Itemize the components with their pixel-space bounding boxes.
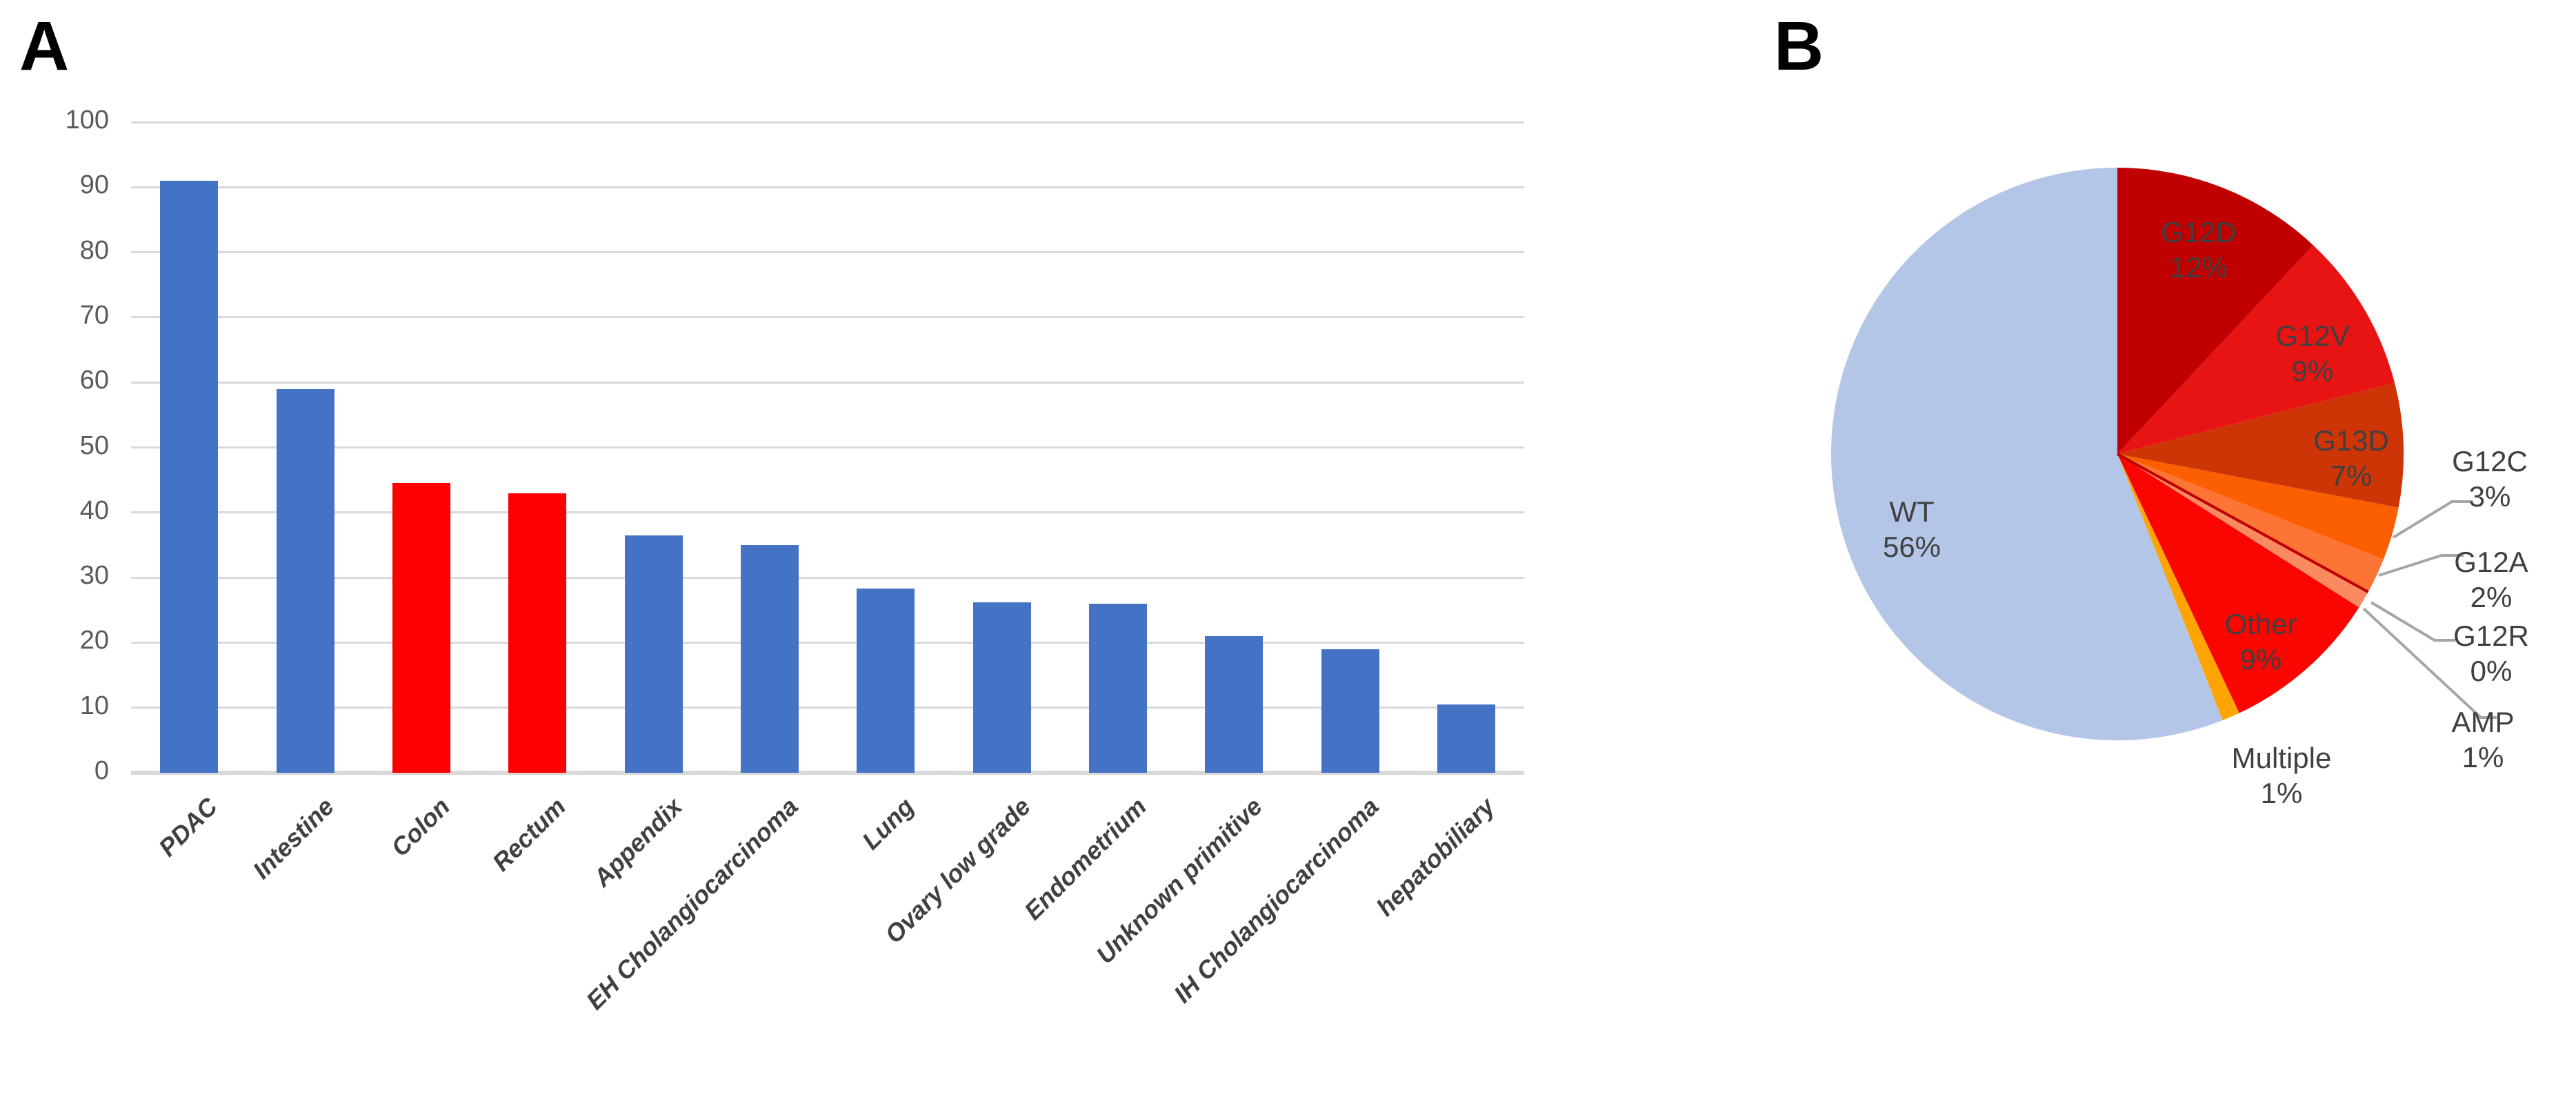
pie-slice-name: G12C [2452,445,2528,477]
gridline [131,576,1524,579]
pie-slice-AMP [2117,454,2368,608]
bar-chart: 0 10 20 30 40 50 60 70 80 90 100 PDAC Intestine Colon… [65,106,1524,1015]
y-axis-tick-label: 20 [79,626,109,655]
y-axis-tick-label: 100 [65,106,109,135]
gridline [131,121,1524,124]
gridline [131,381,1524,384]
pie-slice-label-Multiple: Multiple 1% [2232,740,2332,811]
leader-line-G12A [2378,554,2464,577]
pie-slice-name: G12D [2161,216,2237,248]
bar-hepatobiliary [1437,704,1495,773]
y-axis-tick-label: 0 [94,756,109,785]
pie-slice-label-G12C: G12C 3% [2452,444,2528,514]
pie-slice-percent: 1% [2260,777,2303,809]
bar-Ovary-low-grade [972,602,1031,773]
bar-IH-Cholangiocarcinoma [1321,649,1379,773]
pie-slice-Multiple [2117,454,2239,720]
pie-slice-name: G12V [2275,319,2350,352]
pie-slice-label-Other: Other 9% [2224,606,2297,677]
pie-chart [1831,168,2497,740]
bar-Intestine [276,388,335,773]
pie-slice-G12A [2117,454,2384,592]
bar-Colon [392,483,450,773]
pie-slice-percent: 2% [2470,581,2513,613]
gridline [131,707,1524,709]
y-axis-tick-label: 30 [79,561,109,591]
pie-slice-label-G12V: G12V 9% [2275,318,2349,388]
pie-slice-percent: 12% [2169,251,2228,284]
bar-Rectum [508,493,567,773]
pie-slice-percent: 7% [2330,460,2373,492]
leader-line-AMP [2362,607,2497,719]
pie-slice-label-WT: WT 56% [1883,494,1941,564]
pie-slice-name: G12R [2453,620,2529,652]
pie-slice-percent: 3% [2468,480,2511,513]
pie-slice-WT [1831,168,2223,740]
y-axis-tick-label: 90 [79,170,109,200]
pie-slice-G13D [2117,382,2404,508]
y-axis-tick-label: 10 [79,691,109,720]
bar-PDAC [160,180,219,773]
pie-slice-label-G12R: G12R 0% [2453,618,2529,689]
panel-b-label: B [1774,8,1824,85]
gridline [131,641,1524,644]
y-axis-tick-label: 70 [79,300,109,330]
pie-slice-percent: 9% [2239,643,2282,675]
pie-chart-labels: G12D 12% G12V 9% G13D 7% G12C 3% G12A 2% G12R 0% AMP… [1883,215,2529,811]
y-axis-tick-label: 60 [79,366,109,395]
pie-slice-percent: 1% [2462,741,2504,773]
pie-slice-label-G13D: G13D 7% [2313,423,2389,493]
gridline [131,186,1524,188]
pie-slice-percent: 9% [2291,355,2334,387]
y-axis-tick-label: 50 [79,431,109,460]
y-axis-tick-label: 80 [79,235,109,265]
pie-slice-label-AMP: AMP 1% [2451,704,2514,775]
bar-EH-Cholangiocarcinoma [740,544,799,773]
pie-slice-G12C [2117,454,2399,560]
pie-slice-name: G12A [2454,546,2528,578]
bar-Endometrium [1088,603,1147,773]
gridline [131,771,1524,775]
panel-a-label: A [19,8,70,85]
pie-slice-G12R [2117,453,2369,593]
leader-line-G12C [2392,500,2473,539]
bar-Unknown-primitive [1205,635,1264,773]
pie-slice-name: Other [2224,608,2297,640]
pie-slice-label-G12A: G12A 2% [2454,544,2528,615]
pie-slice-G12D [2117,168,2314,454]
pie-slice-name: AMP [2451,706,2515,738]
leader-line-G12R [2370,601,2455,642]
pie-slice-name: WT [1889,495,1935,528]
gridline [131,511,1524,514]
y-axis-tick-label: 40 [79,495,109,525]
pie-slice-name: Multiple [2231,742,2332,774]
gridline [131,251,1524,254]
pie-slice-percent: 56% [1882,531,1941,563]
pie-slice-label-G12D: G12D 12% [2161,215,2237,285]
gridline [131,446,1524,448]
gridline [131,316,1524,319]
bar-Lung [857,589,915,773]
bar-Appendix [624,535,683,773]
pie-slice-percent: 0% [2470,655,2513,687]
pie-slice-Other [2117,454,2359,713]
pie-slice-name: G13D [2313,424,2389,457]
pie-slice-G12V [2117,245,2395,454]
